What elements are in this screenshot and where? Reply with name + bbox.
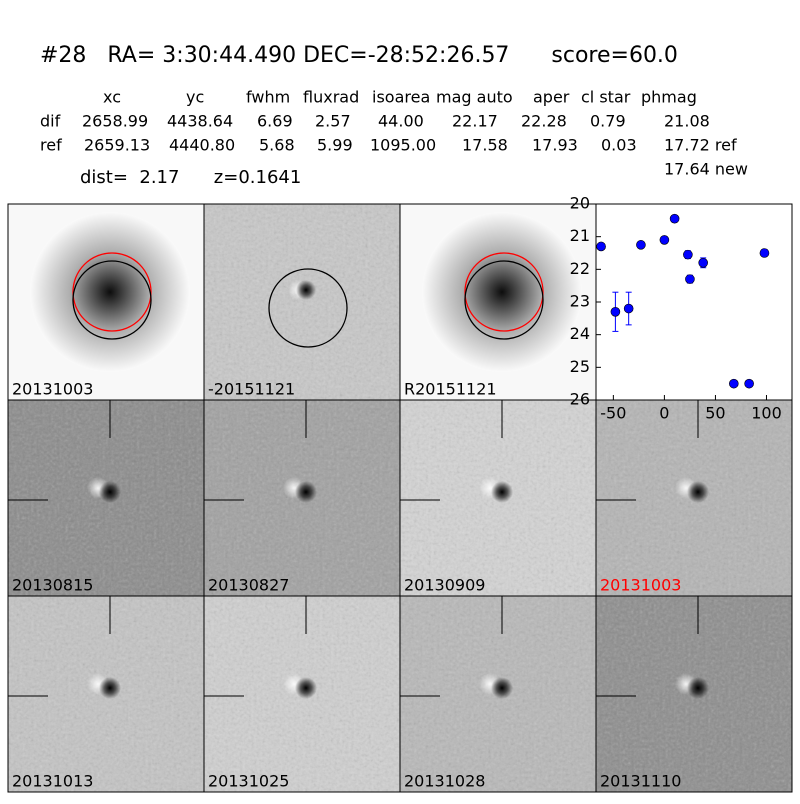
panel-label: 20130827: [208, 576, 289, 595]
data-point: [685, 274, 695, 284]
data-point: [698, 257, 708, 268]
y-tick-label: 24: [570, 324, 590, 343]
galaxy: [422, 212, 582, 372]
data-point: [610, 306, 621, 317]
column-header: xc: [103, 88, 121, 107]
row-label: ref: [40, 136, 62, 155]
column-header: fwhm: [246, 88, 290, 107]
table-cell: 22.28: [521, 112, 567, 131]
red-aperture: [72, 252, 152, 332]
panel-label: 20131013: [12, 772, 93, 791]
galaxy: [30, 212, 190, 372]
distance-line: dist= 2.17 z=0.1641: [80, 167, 301, 188]
source-dark: [99, 677, 121, 699]
column-header: cl star: [581, 88, 631, 107]
table-cell: 0.03: [601, 136, 637, 155]
table-cell: 1095.00: [370, 136, 436, 155]
phmag-new: 17.64 new: [664, 160, 748, 179]
image-noise: [204, 204, 400, 400]
table-cell: 44.00: [378, 112, 424, 131]
x-tick-label: -50: [600, 404, 626, 423]
x-tick-label: 0: [659, 404, 669, 423]
source-dark: [491, 677, 513, 699]
data-point: [683, 249, 693, 260]
black-aperture: [464, 260, 544, 340]
black-aperture: [72, 260, 152, 340]
black-aperture: [268, 268, 348, 348]
table-cell: 5.68: [259, 136, 295, 155]
data-point: [729, 378, 739, 389]
row-label: dif: [40, 112, 61, 131]
column-header: yc: [186, 88, 204, 107]
x-tick-label: 100: [751, 404, 782, 423]
column-header: isoarea: [372, 88, 430, 107]
source-dark: [99, 481, 121, 503]
column-header: fluxrad: [303, 88, 359, 107]
table-cell: 2658.99: [82, 112, 148, 131]
plot-area: [595, 203, 793, 401]
table-cell: 5.99: [317, 136, 353, 155]
panel-label: -20151121: [208, 380, 295, 399]
data-point: [759, 248, 770, 258]
table-cell: 17.72 ref: [664, 136, 737, 155]
panel-label: 20131003: [600, 576, 681, 595]
table-cell: 2659.13: [84, 136, 150, 155]
data-point: [636, 240, 646, 250]
source-dark: [687, 677, 709, 699]
table-cell: 0.79: [590, 112, 626, 131]
source-dark: [296, 280, 316, 300]
y-tick-label: 20: [570, 194, 590, 213]
table-cell: 22.17: [452, 112, 498, 131]
y-tick-label: 26: [570, 390, 590, 409]
panel-label: R20151121: [404, 380, 497, 399]
red-aperture: [464, 252, 544, 332]
table-cell: 21.08: [664, 112, 710, 131]
table-cell: 17.58: [462, 136, 508, 155]
x-tick-label: 50: [705, 404, 725, 423]
data-point: [669, 213, 680, 224]
table-cell: 17.93: [532, 136, 578, 155]
data-point: [744, 378, 754, 389]
y-tick-label: 21: [570, 226, 590, 245]
panel-label: 20131028: [404, 772, 485, 791]
panel-frame: [595, 595, 793, 793]
column-header: phmag: [641, 88, 697, 107]
table-cell: 4438.64: [167, 112, 233, 131]
panel-label: 20131003: [12, 380, 93, 399]
source-dark: [295, 677, 317, 699]
table-cell: 2.57: [315, 112, 351, 131]
column-header: mag auto: [436, 88, 513, 107]
panel-label: 20130815: [12, 576, 93, 595]
data-point: [623, 303, 634, 314]
data-point: [659, 235, 670, 245]
column-header: aper: [533, 88, 570, 107]
y-tick-label: 22: [570, 259, 590, 278]
y-tick-label: 23: [570, 292, 590, 311]
panel-label: 20131110: [600, 772, 681, 791]
panel-label: 20131025: [208, 772, 289, 791]
table-cell: 4440.80: [169, 136, 235, 155]
panel-label: 20130909: [404, 576, 485, 595]
title: #28 RA= 3:30:44.490 DEC=-28:52:26.57 sco…: [40, 43, 678, 68]
y-tick-label: 25: [570, 357, 590, 376]
table-cell: 6.69: [257, 112, 293, 131]
source-dark: [491, 481, 513, 503]
source-dark: [295, 481, 317, 503]
data-point: [596, 241, 606, 252]
source-dark: [687, 481, 709, 503]
